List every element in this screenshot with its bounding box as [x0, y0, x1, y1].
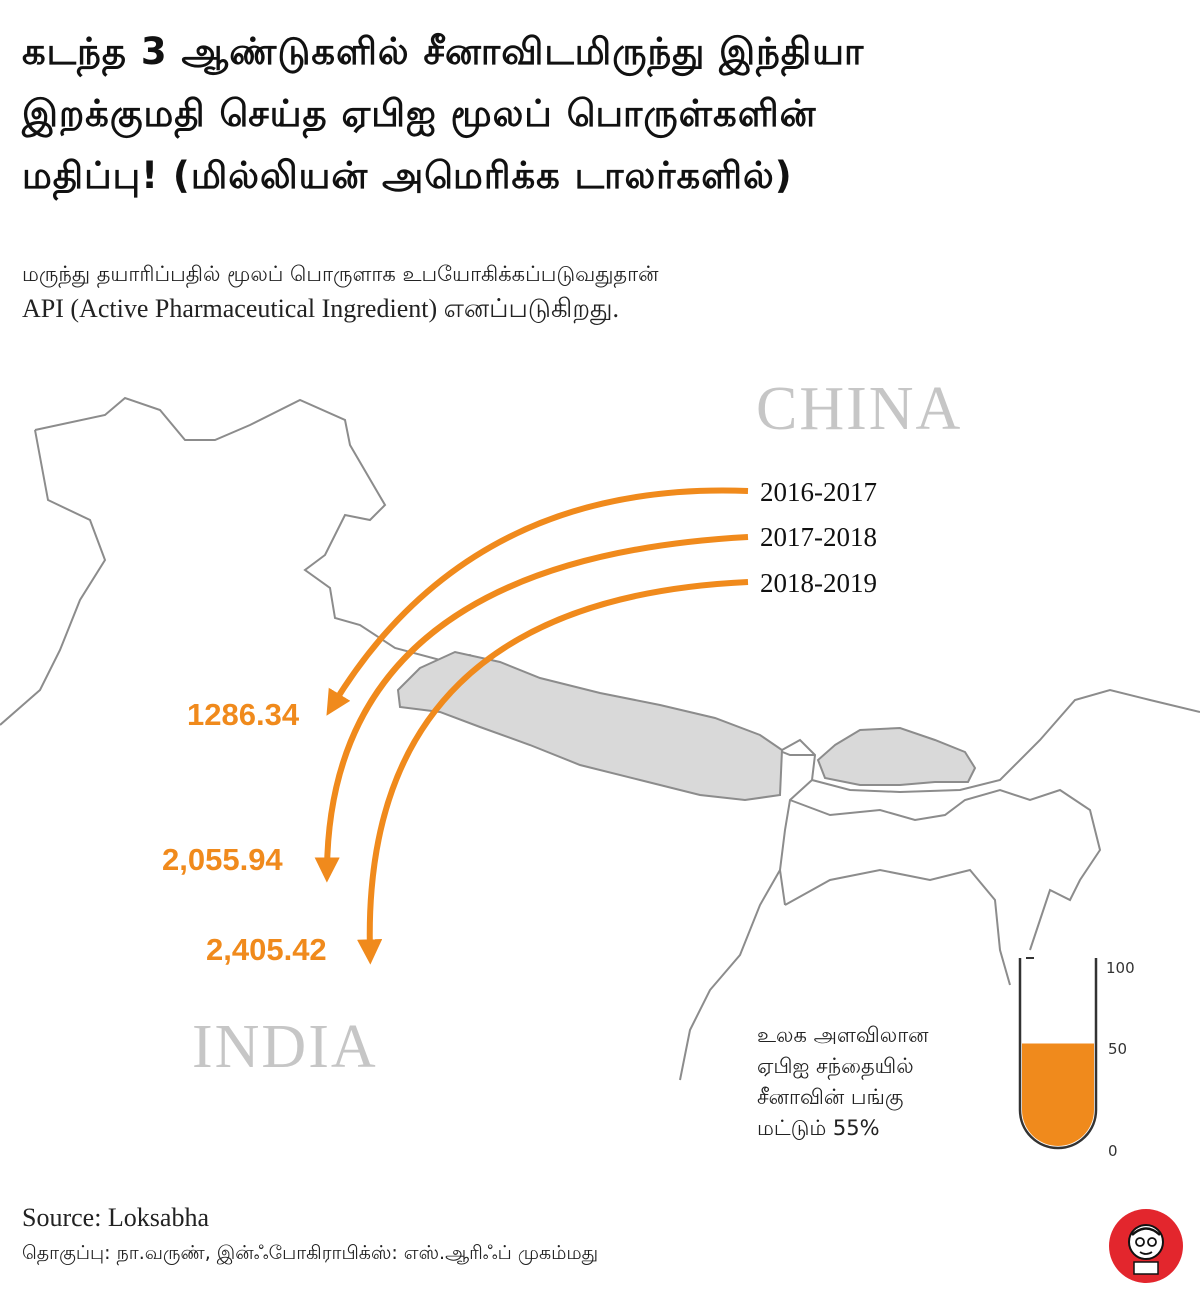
share-caption-line-1: உலக அளவிலான	[757, 1023, 929, 1047]
share-caption-line-4: மட்டும் 55%	[757, 1116, 880, 1140]
gauge-tube	[1018, 958, 1098, 1150]
nepal-shape	[396, 650, 784, 802]
northeast-border-south	[789, 788, 1102, 951]
china-label: CHINA	[756, 375, 963, 443]
siliguri-corridor	[778, 738, 817, 906]
arrow-2016-2017	[326, 487, 749, 716]
india-border-west	[0, 429, 107, 726]
share-caption-line-2: ஏபிஐ சந்தையில்	[757, 1054, 914, 1078]
value-label-2018-2019: 2,405.42	[206, 932, 327, 967]
title-line-1: கடந்த 3 ஆண்டுகளில் சீனாவிடமிருந்து இந்தி…	[22, 30, 865, 73]
year-label-2017-2018: 2017-2018	[760, 522, 877, 552]
credits-text: தொகுப்பு: நா.வருண், இன்ஃபோகிராபிக்ஸ்: எஸ…	[22, 1242, 599, 1264]
gauge-fill	[1022, 1043, 1094, 1146]
value-label-2016-2017: 1286.34	[187, 697, 300, 732]
gauge-tick-100: 100	[1106, 959, 1135, 977]
india-label: INDIA	[192, 1013, 378, 1081]
arrow-2017-2018	[314, 534, 749, 883]
share-caption: உலக அளவிலான ஏபிஐ சந்தையில் சீனாவின் பங்க…	[757, 1020, 929, 1144]
subtitle-line-2: API (Active Pharmaceutical Ingredient) எ…	[22, 294, 620, 323]
arrow-2018-2019	[357, 579, 749, 965]
year-label-2016-2017: 2016-2017	[760, 477, 877, 507]
year-label-2018-2019: 2018-2019	[760, 568, 877, 598]
gauge-tick-0: 0	[1108, 1142, 1118, 1160]
gauge-tick-50: 50	[1108, 1040, 1128, 1058]
bangladesh-border	[784, 868, 1011, 986]
source-text: Source: Loksabha	[22, 1203, 210, 1232]
vikatan-logo-icon	[1109, 1209, 1183, 1283]
bhutan-shape	[816, 726, 977, 786]
northeast-border	[811, 688, 1200, 794]
share-caption-line-3: சீனாவின் பங்கு	[757, 1085, 904, 1109]
india-east-coast	[679, 869, 781, 1081]
subtitle-line-1: மருந்து தயாரிப்பதில் மூலப் பொருளாக உபயோக…	[22, 262, 659, 286]
value-label-2017-2018: 2,055.94	[162, 842, 283, 877]
title-line-3: மதிப்பு! (மில்லியன் அமெரிக்க டாலர்களில்)	[22, 154, 793, 197]
share-gauge	[1018, 957, 1098, 1150]
title-line-2: இறக்குமதி செய்த ஏபிஐ மூலப் பொருள்களின்	[22, 92, 817, 135]
